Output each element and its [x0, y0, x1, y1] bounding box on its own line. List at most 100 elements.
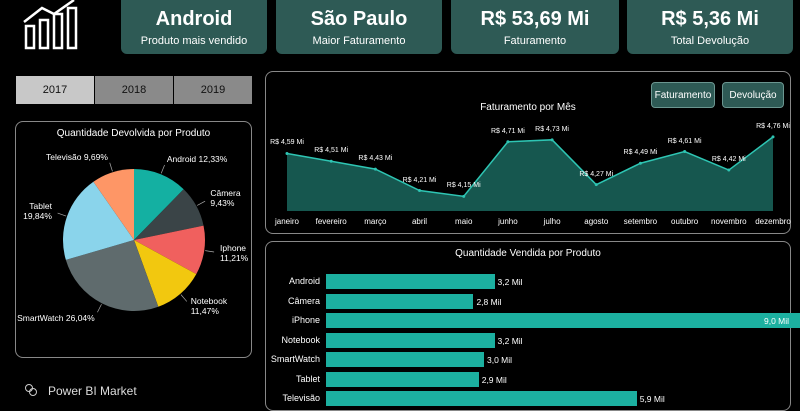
pie-slice-notebook[interactable] — [134, 240, 197, 307]
year-slicer-2018[interactable]: 2018 — [95, 76, 173, 104]
bar-category-label: iPhone — [291, 315, 320, 325]
area-point[interactable] — [506, 140, 510, 144]
x-tick-label: fevereiro — [315, 217, 347, 226]
x-tick-label: janeiro — [274, 217, 299, 226]
x-tick-label: abril — [411, 217, 428, 226]
power-bi-logo-icon — [24, 383, 38, 397]
area-chart — [285, 135, 775, 211]
x-tick-label: dezembro — [755, 217, 791, 226]
pie-label-iphone: Iphone 11,21% — [220, 243, 248, 263]
pie-label-tablet: Tablet 19,84% — [0, 201, 52, 221]
pie-slice-televisão[interactable] — [93, 169, 134, 240]
area-data-label: R$ 4,51 Mi — [314, 147, 349, 155]
pie-label-name: Câmera — [210, 188, 241, 199]
bar-category-label: SmartWatch — [270, 354, 320, 364]
kpi-card-top-product: Android Produto mais vendido — [121, 0, 267, 54]
x-tick-label: março — [364, 217, 387, 226]
footer-brand: Power BI Market — [48, 384, 137, 398]
bar-chart-title: Quantidade Vendida por Produto — [455, 248, 601, 259]
pie-label-name: Iphone — [220, 242, 247, 253]
area-point[interactable] — [727, 168, 731, 172]
faturamento-toggle-button[interactable]: Faturamento — [651, 82, 715, 108]
bar-value-label: 9,0 Mil — [764, 316, 790, 326]
pie-label-pct: 9,43% — [210, 198, 235, 209]
kpi-card-top-revenue-state: São Paulo Maior Faturamento — [276, 0, 442, 54]
bar-notebook[interactable] — [326, 332, 495, 348]
pie-label-notebook: Notebook 11,47% — [191, 296, 227, 316]
area-point[interactable] — [418, 189, 422, 193]
area-point[interactable] — [550, 138, 554, 142]
pie-label-name: Tablet — [29, 201, 52, 212]
bar-category-label: Televisão — [282, 393, 320, 403]
bar-televisão[interactable] — [326, 391, 637, 406]
area-point[interactable] — [373, 167, 377, 171]
area-data-label: R$ 4,21 Mi — [402, 176, 437, 184]
area-fill — [287, 136, 773, 211]
kpi-label: Faturamento — [503, 35, 567, 47]
kpi-label: Maior Faturamento — [312, 35, 406, 47]
pie-label-android: Android 12,33% — [166, 154, 228, 165]
kpi-card-revenue: R$ 53,69 Mi Faturamento — [451, 0, 619, 54]
kpi-label: Total Devolução — [670, 35, 750, 47]
pie-leader-line — [160, 164, 165, 174]
area-point[interactable] — [329, 159, 333, 163]
year-slicer-2019[interactable]: 2019 — [174, 76, 252, 104]
area-data-label: R$ 4,73 Mi — [535, 125, 569, 133]
bar-câmera[interactable] — [326, 293, 474, 309]
pie-label-name: Notebook — [190, 295, 228, 306]
bar-iphone[interactable] — [326, 313, 800, 328]
x-tick-label: agosto — [584, 217, 609, 226]
kpi-value: R$ 5,36 Mi — [661, 8, 759, 30]
pie-label-pct: 19,84% — [23, 211, 52, 222]
bar-tablet[interactable] — [326, 371, 479, 387]
bar-category-label: Android — [288, 276, 320, 286]
area-point[interactable] — [771, 135, 775, 139]
pie-slice-tablet[interactable] — [62, 181, 134, 260]
pie-slice-câmera[interactable] — [134, 189, 204, 240]
bar-value-label: 3,2 Mil — [497, 277, 523, 287]
area-data-label: R$ 4,42 Mi — [711, 156, 746, 164]
bar-value-label: 5,9 Mil — [639, 394, 665, 404]
pie-leader-line — [109, 162, 113, 172]
kpi-value: São Paulo — [310, 8, 408, 30]
logo-chart-icon — [22, 0, 82, 52]
area-data-label: R$ 4,76 Mi — [756, 122, 790, 130]
x-tick-label: outubro — [671, 217, 699, 226]
pie-label-pct: 11,21% — [220, 252, 249, 263]
bar-value-label: 3,0 Mil — [487, 355, 513, 365]
bar-category-label: Tablet — [295, 373, 320, 384]
pie-slice-iphone[interactable] — [134, 225, 206, 275]
area-data-label: R$ 4,27 Mi — [579, 170, 614, 178]
year-slicer-2017[interactable]: 2017 — [16, 76, 94, 104]
x-tick-label: julho — [543, 217, 561, 226]
area-point[interactable] — [683, 150, 687, 154]
area-point[interactable] — [638, 161, 642, 165]
area-data-label: R$ 4,49 Mi — [623, 149, 658, 157]
area-data-label: R$ 4,15 Mi — [446, 182, 481, 190]
bar-category-label: Notebook — [281, 334, 320, 345]
pie-title: Quantidade Devolvida por Produto — [56, 128, 211, 139]
area-point[interactable] — [285, 151, 289, 155]
area-data-label: R$ 4,59 Mi — [270, 139, 304, 147]
bar-category-label: Câmera — [287, 295, 320, 306]
bar-value-label: 3,2 Mil — [497, 335, 523, 346]
kpi-value: R$ 53,69 Mi — [480, 8, 590, 30]
pie-slice-android[interactable] — [134, 169, 184, 240]
area-point[interactable] — [462, 194, 466, 198]
x-tick-label: setembro — [623, 217, 658, 226]
pie-leader-line — [197, 200, 206, 206]
bar-smartwatch[interactable] — [326, 352, 484, 367]
bar-android[interactable] — [326, 274, 495, 289]
devolucao-toggle-button[interactable]: Devolução — [722, 82, 784, 108]
kpi-value: Android — [155, 8, 233, 30]
pie-leader-line — [205, 250, 215, 253]
pie-slice-smartwatch[interactable] — [65, 240, 159, 311]
pie-leader-line — [57, 212, 67, 217]
area-point[interactable] — [594, 183, 598, 187]
area-line — [286, 136, 774, 198]
pie-label-televisão: Televisão 9,69% — [46, 151, 108, 162]
kpi-card-returns: R$ 5,36 Mi Total Devolução — [627, 0, 793, 54]
area-data-label: R$ 4,43 Mi — [358, 155, 393, 163]
pie-leader-line — [97, 304, 102, 313]
kpi-label: Produto mais vendido — [140, 35, 248, 47]
